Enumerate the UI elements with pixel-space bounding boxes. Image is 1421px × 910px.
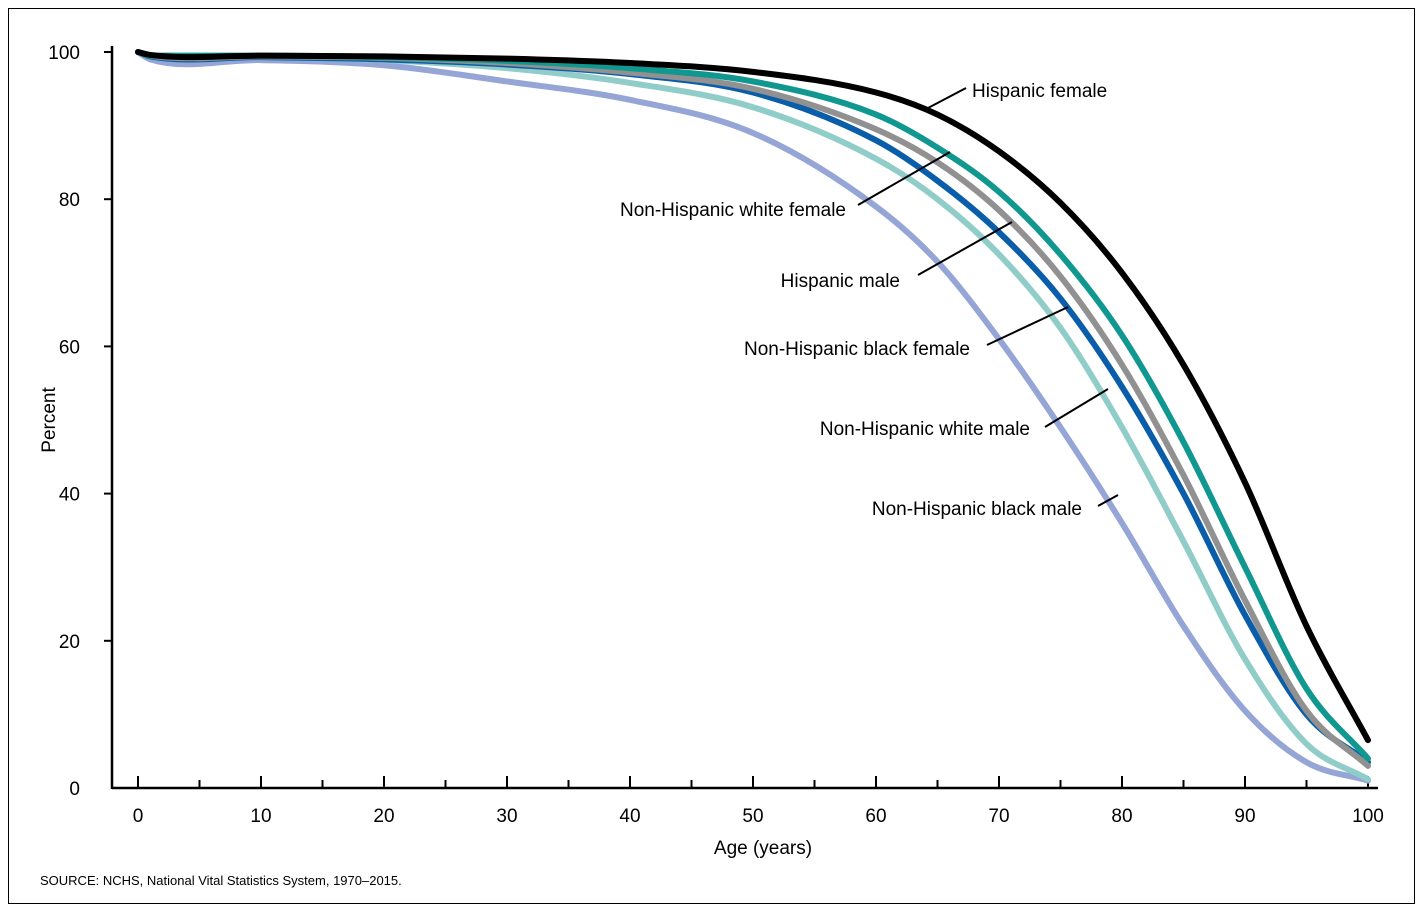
leader-line-non-hispanic-white-male bbox=[1044, 388, 1109, 428]
leader-line-non-hispanic-black-female bbox=[986, 306, 1069, 346]
series-label-non-hispanic-white-female: Non-Hispanic white female bbox=[620, 200, 846, 221]
series-lines bbox=[135, 49, 1371, 784]
x-tick-label: 80 bbox=[1111, 806, 1132, 827]
y-tick-label: 40 bbox=[59, 485, 80, 506]
leader-line-non-hispanic-white-female bbox=[857, 151, 951, 206]
x-axis-title: Age (years) bbox=[714, 838, 812, 859]
series-label-non-hispanic-white-male: Non-Hispanic white male bbox=[820, 419, 1030, 440]
x-tick-label: 60 bbox=[865, 806, 886, 827]
leader-line-hispanic-male bbox=[917, 221, 1013, 276]
x-tick-label: 20 bbox=[373, 806, 394, 827]
x-tick-label: 90 bbox=[1234, 806, 1255, 827]
leader-line-hispanic-female bbox=[927, 87, 967, 109]
chart-frame bbox=[8, 8, 1415, 904]
series-line-hispanic-male bbox=[135, 49, 1371, 769]
x-tick-label: 50 bbox=[742, 806, 763, 827]
y-tick-label: 0 bbox=[69, 779, 80, 800]
series-label-non-hispanic-black-male: Non-Hispanic black male bbox=[872, 499, 1082, 520]
y-tick-label: 100 bbox=[48, 43, 80, 64]
source-note: SOURCE: NCHS, National Vital Statistics … bbox=[40, 873, 402, 888]
series-label-hispanic-female: Hispanic female bbox=[972, 81, 1107, 102]
y-tick-label: 60 bbox=[59, 337, 80, 358]
leader-line-non-hispanic-black-male bbox=[1097, 494, 1119, 507]
x-tick-label: 30 bbox=[496, 806, 517, 827]
series-label-non-hispanic-black-female: Non-Hispanic black female bbox=[744, 339, 970, 360]
series-labels: Non-Hispanic black male Non-Hispanic whit… bbox=[620, 81, 1119, 520]
y-tick-label: 80 bbox=[59, 190, 80, 211]
axes: 0 20 40 60 80 100 0 10 20 30 40 50 60 70 80 90 100 bbox=[48, 43, 1384, 827]
y-tick-label: 20 bbox=[59, 632, 80, 653]
series-line-non-hispanic-black-female bbox=[135, 49, 1371, 766]
series-line-hispanic-female bbox=[135, 49, 1371, 744]
series-label-hispanic-male: Hispanic male bbox=[781, 271, 900, 292]
x-tick-label: 0 bbox=[133, 806, 144, 827]
x-tick-label: 70 bbox=[988, 806, 1009, 827]
x-tick-label: 40 bbox=[619, 806, 640, 827]
x-tick-label: 10 bbox=[250, 806, 271, 827]
x-tick-label: 100 bbox=[1352, 806, 1384, 827]
y-axis-title: Percent bbox=[39, 387, 60, 453]
series-line-non-hispanic-white-female bbox=[135, 49, 1371, 762]
series-line-non-hispanic-black-male bbox=[135, 49, 1371, 784]
series-line-non-hispanic-white-male bbox=[135, 49, 1371, 783]
